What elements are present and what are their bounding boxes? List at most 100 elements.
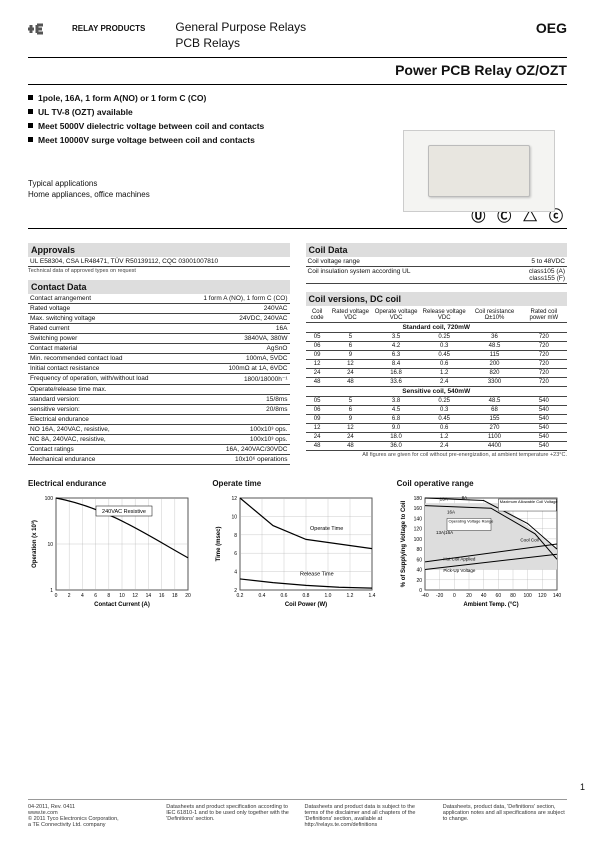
- table-cell: 270: [468, 423, 520, 432]
- footer-col: Datasheets and product specification acc…: [166, 804, 290, 828]
- chart-operate-svg: 0.20.40.60.81.01.21.424681012Coil Power …: [212, 492, 382, 612]
- table-cell: 1.2: [420, 368, 468, 377]
- table-cell: 0.25: [420, 396, 468, 405]
- table-cell: 3840VA, 380W: [172, 333, 290, 343]
- table-cell: 0.6: [420, 423, 468, 432]
- table-cell: Contact arrangement: [28, 294, 172, 304]
- svg-text:13A: 13A: [439, 497, 447, 502]
- svg-text:Coil Power (W): Coil Power (W): [285, 602, 327, 608]
- table-cell: 2.4: [420, 377, 468, 386]
- table-cell: 68: [468, 405, 520, 414]
- table-cell: 9: [329, 414, 372, 423]
- table-cell: 540: [521, 414, 567, 423]
- table-cell: 16A: [172, 323, 290, 333]
- svg-text:16A: 16A: [447, 509, 455, 514]
- table-cell: 1800/18000h⁻¹: [172, 373, 290, 384]
- table-cell: 09: [306, 350, 329, 359]
- svg-text:0.6: 0.6: [281, 593, 288, 599]
- table-cell: 9.0: [372, 423, 420, 432]
- table-cell: Rated current: [28, 323, 172, 333]
- table-cell: 24: [329, 368, 372, 377]
- table-cell: 36.0: [372, 441, 420, 450]
- svg-text:6: 6: [235, 551, 238, 557]
- footer-col: Datasheets, product data, 'Definitions' …: [443, 804, 567, 828]
- table-cell: 48: [329, 441, 372, 450]
- coil-top-table: Coil voltage range5 to 48VDCCoil insulat…: [306, 257, 568, 284]
- svg-text:4: 4: [235, 570, 238, 576]
- table-cell: 16A, 240VAC/30VDC: [172, 444, 290, 454]
- table-cell: Mechanical endurance: [28, 454, 172, 464]
- svg-text:16: 16: [159, 593, 165, 599]
- table-cell: 24: [329, 432, 372, 441]
- svg-text:-40: -40: [421, 593, 428, 599]
- table-cell: Contact ratings: [28, 444, 172, 454]
- table-cell: sensitive version:: [28, 404, 172, 414]
- table-cell: 720: [521, 368, 567, 377]
- svg-text:8: 8: [107, 593, 110, 599]
- table-cell: 720: [521, 350, 567, 359]
- table-header: Release voltage VDC: [420, 308, 468, 323]
- left-col: Approvals UL E58304, CSA LR48471, TÜV R5…: [28, 237, 290, 465]
- header: RELAY PRODUCTS General Purpose Relays PC…: [28, 20, 567, 51]
- table-cell: Min. recommended contact load: [28, 353, 172, 363]
- table-header: Rated coil power mW: [521, 308, 567, 323]
- table-cell: 3.5: [372, 332, 420, 341]
- svg-text:0.4: 0.4: [259, 593, 266, 599]
- table-cell: NC 8A, 240VAC, resistive,: [28, 434, 172, 444]
- table-cell: 1 form A (NO), 1 form C (CO): [172, 294, 290, 304]
- table-cell: Switching power: [28, 333, 172, 343]
- svg-text:2: 2: [68, 593, 71, 599]
- table-cell: Coil voltage range: [306, 257, 450, 267]
- svg-text:120: 120: [413, 527, 422, 533]
- svg-text:160: 160: [413, 506, 422, 512]
- table-cell: 06: [306, 341, 329, 350]
- table-cell: Rated voltage: [28, 303, 172, 313]
- table-cell: 1100: [468, 432, 520, 441]
- svg-text:0: 0: [419, 588, 422, 594]
- table-cell: 24: [306, 432, 329, 441]
- svg-text:2: 2: [235, 588, 238, 594]
- chart-operate: Operate time 0.20.40.60.81.01.21.4246810…: [212, 479, 382, 612]
- svg-text:0.8: 0.8: [303, 593, 310, 599]
- table-cell: 20/8ms: [172, 404, 290, 414]
- table-cell: 0.45: [420, 350, 468, 359]
- table-cell: 720: [521, 341, 567, 350]
- svg-text:8: 8: [235, 533, 238, 539]
- table-header: Coil code: [306, 308, 329, 323]
- table-cell: 100x10³ ops.: [172, 424, 290, 434]
- svg-text:240VAC Resistive: 240VAC Resistive: [102, 509, 146, 515]
- table-cell: 12: [329, 423, 372, 432]
- table-subheading: Standard coil, 720mW: [306, 322, 568, 332]
- svg-text:0.2: 0.2: [237, 593, 244, 599]
- table-cell: Electrical endurance: [28, 414, 172, 424]
- table-cell: 540: [521, 396, 567, 405]
- approvals-note: Technical data of approved types on requ…: [28, 268, 290, 274]
- footer: 04-2011, Rev. 0411 www.te.com © 2011 Tyc…: [28, 799, 567, 828]
- table-cell: 0.25: [420, 332, 468, 341]
- approvals-heading: Approvals: [28, 243, 290, 257]
- svg-text:Maximum Allowable Coil Voltage: Maximum Allowable Coil Voltage: [499, 499, 558, 504]
- svg-text:Operate Time: Operate Time: [310, 526, 343, 532]
- chart-endurance: Electrical endurance 0246810121416182011…: [28, 479, 198, 612]
- table-cell: 8.4: [372, 359, 420, 368]
- table-cell: 0.6: [420, 359, 468, 368]
- table-cell: 12: [306, 423, 329, 432]
- coil-heading: Coil Data: [306, 243, 568, 257]
- coil-versions-heading: Coil versions, DC coil: [306, 292, 568, 306]
- chart-endurance-svg: 02468101214161820110100Contact Current (…: [28, 492, 198, 612]
- svg-text:1.2: 1.2: [347, 593, 354, 599]
- charts-row: Electrical endurance 0246810121416182011…: [28, 479, 567, 612]
- coil-note: All figures are given for coil without p…: [306, 452, 568, 458]
- chart-title: Operate time: [212, 479, 382, 488]
- svg-text:60: 60: [495, 593, 501, 599]
- table-cell: 540: [521, 405, 567, 414]
- header-line2: PCB Relays: [175, 36, 306, 52]
- svg-text:100: 100: [523, 593, 532, 599]
- svg-text:8A: 8A: [461, 495, 467, 500]
- relay-illustration: [428, 145, 530, 197]
- header-category: General Purpose Relays PCB Relays: [175, 20, 306, 51]
- table-header: Coil resistance Ω±10%: [468, 308, 520, 323]
- table-cell: [172, 384, 290, 394]
- header-right: OEG: [536, 20, 567, 36]
- table-cell: 0.3: [420, 405, 468, 414]
